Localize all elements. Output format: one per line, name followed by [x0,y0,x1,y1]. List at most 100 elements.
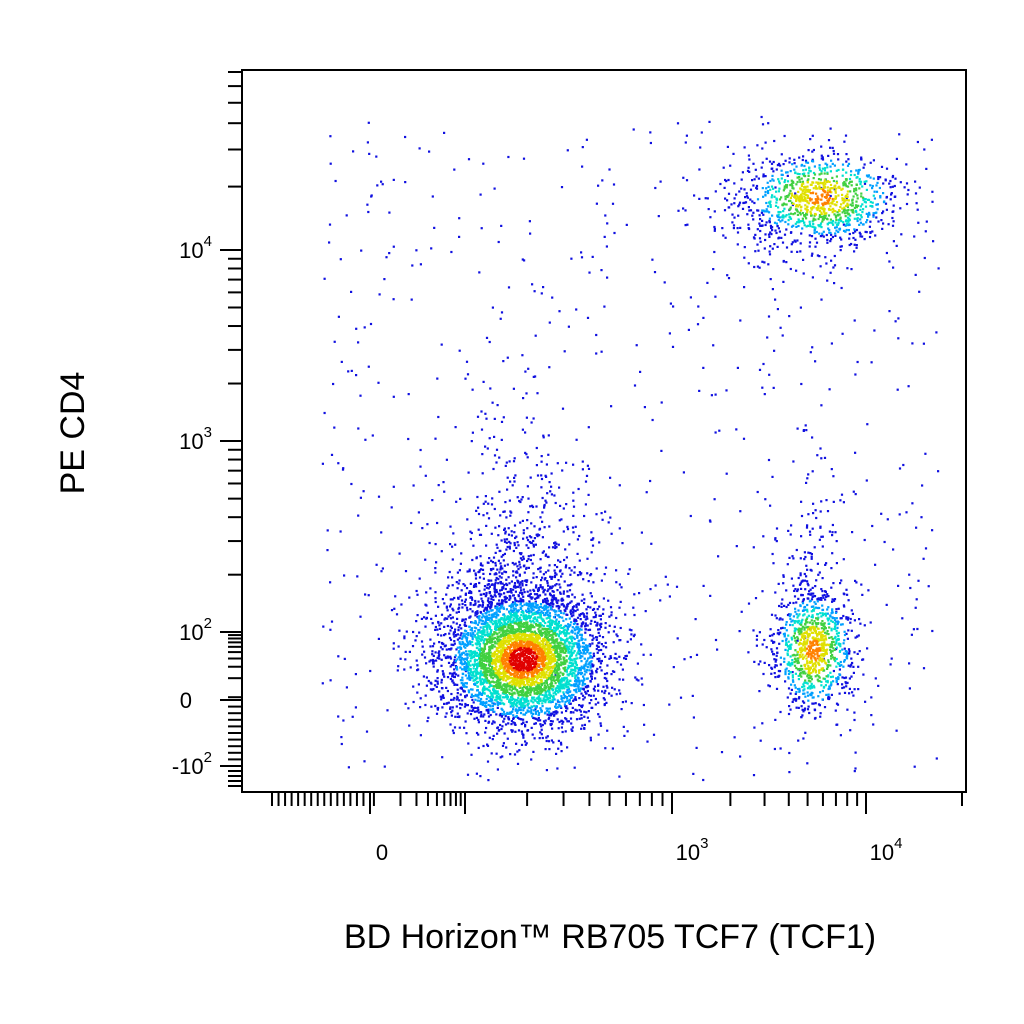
event-point [489,696,492,699]
event-point [918,186,921,189]
event-point [522,537,525,540]
event-point [560,743,563,746]
event-point [825,680,828,683]
event-point [560,680,563,683]
event-point [614,652,617,655]
event-point [477,696,480,699]
event-point [568,672,571,676]
event-point [465,682,468,685]
event-point [582,613,585,616]
event-point [859,180,863,183]
event-point [499,723,502,727]
event-point [592,616,595,619]
event-point [491,722,494,725]
event-point [767,191,770,195]
event-point [582,651,585,654]
event-point [470,705,473,708]
event-point [482,681,485,684]
event-point [800,500,803,503]
event-point [429,587,432,590]
event-point [515,576,518,579]
event-point [513,541,516,545]
event-point [522,718,525,721]
event-point [822,235,825,238]
event-point [640,531,643,534]
event-point [457,597,460,600]
event-point [573,689,576,692]
event-point [530,541,533,545]
event-point [515,546,518,549]
event-point [469,650,472,653]
event-point [818,571,821,574]
event-point [765,201,768,205]
event-point [835,679,838,682]
event-point [803,692,806,695]
event-point [542,550,545,553]
event-point [786,696,789,699]
event-point [510,511,513,514]
event-point [487,688,490,692]
event-point [465,630,468,633]
event-point [816,562,819,565]
event-point [555,624,558,627]
event-point [463,705,466,708]
event-point [792,224,795,227]
event-point [550,577,553,580]
event-point [473,710,477,713]
event-point [522,612,525,615]
event-point [482,715,485,718]
event-point [854,751,857,754]
event-point [552,711,555,714]
event-point [843,676,846,680]
event-point [474,652,477,655]
event-point [534,710,538,713]
event-point [485,336,489,339]
event-point [506,597,509,600]
event-point [828,687,831,690]
event-point [523,700,526,703]
event-point [491,561,494,564]
event-point [536,718,539,721]
event-point [835,223,839,226]
event-point [547,712,551,715]
event-point [817,573,820,576]
event-point [547,621,550,624]
event-point [616,661,619,664]
event-point [487,618,490,622]
event-point [870,714,873,717]
event-point [479,697,482,701]
event-point [804,424,807,427]
event-point [528,593,531,596]
event-point [499,568,502,571]
event-point [808,169,811,172]
event-point [464,604,467,607]
event-point [892,204,895,207]
event-point [785,214,788,217]
event-point [816,454,819,457]
event-point [825,499,828,502]
event-point [455,581,458,584]
event-point [809,593,813,596]
event-point [599,614,602,617]
event-point [836,626,839,629]
event-point [483,585,487,588]
event-point [543,526,546,529]
event-point [321,462,324,465]
event-point [867,215,870,218]
event-point [512,716,515,719]
event-point [611,747,614,750]
event-point [906,193,909,196]
event-point [443,618,446,621]
event-point [584,690,587,693]
event-point [521,582,524,585]
event-point [451,616,454,619]
event-point [490,621,493,624]
event-point [727,178,730,182]
event-point [583,615,586,618]
event-point [571,647,574,650]
event-point [545,617,548,620]
event-point [840,579,843,582]
event-point [863,200,866,203]
event-point [792,557,795,560]
event-point [872,194,875,197]
